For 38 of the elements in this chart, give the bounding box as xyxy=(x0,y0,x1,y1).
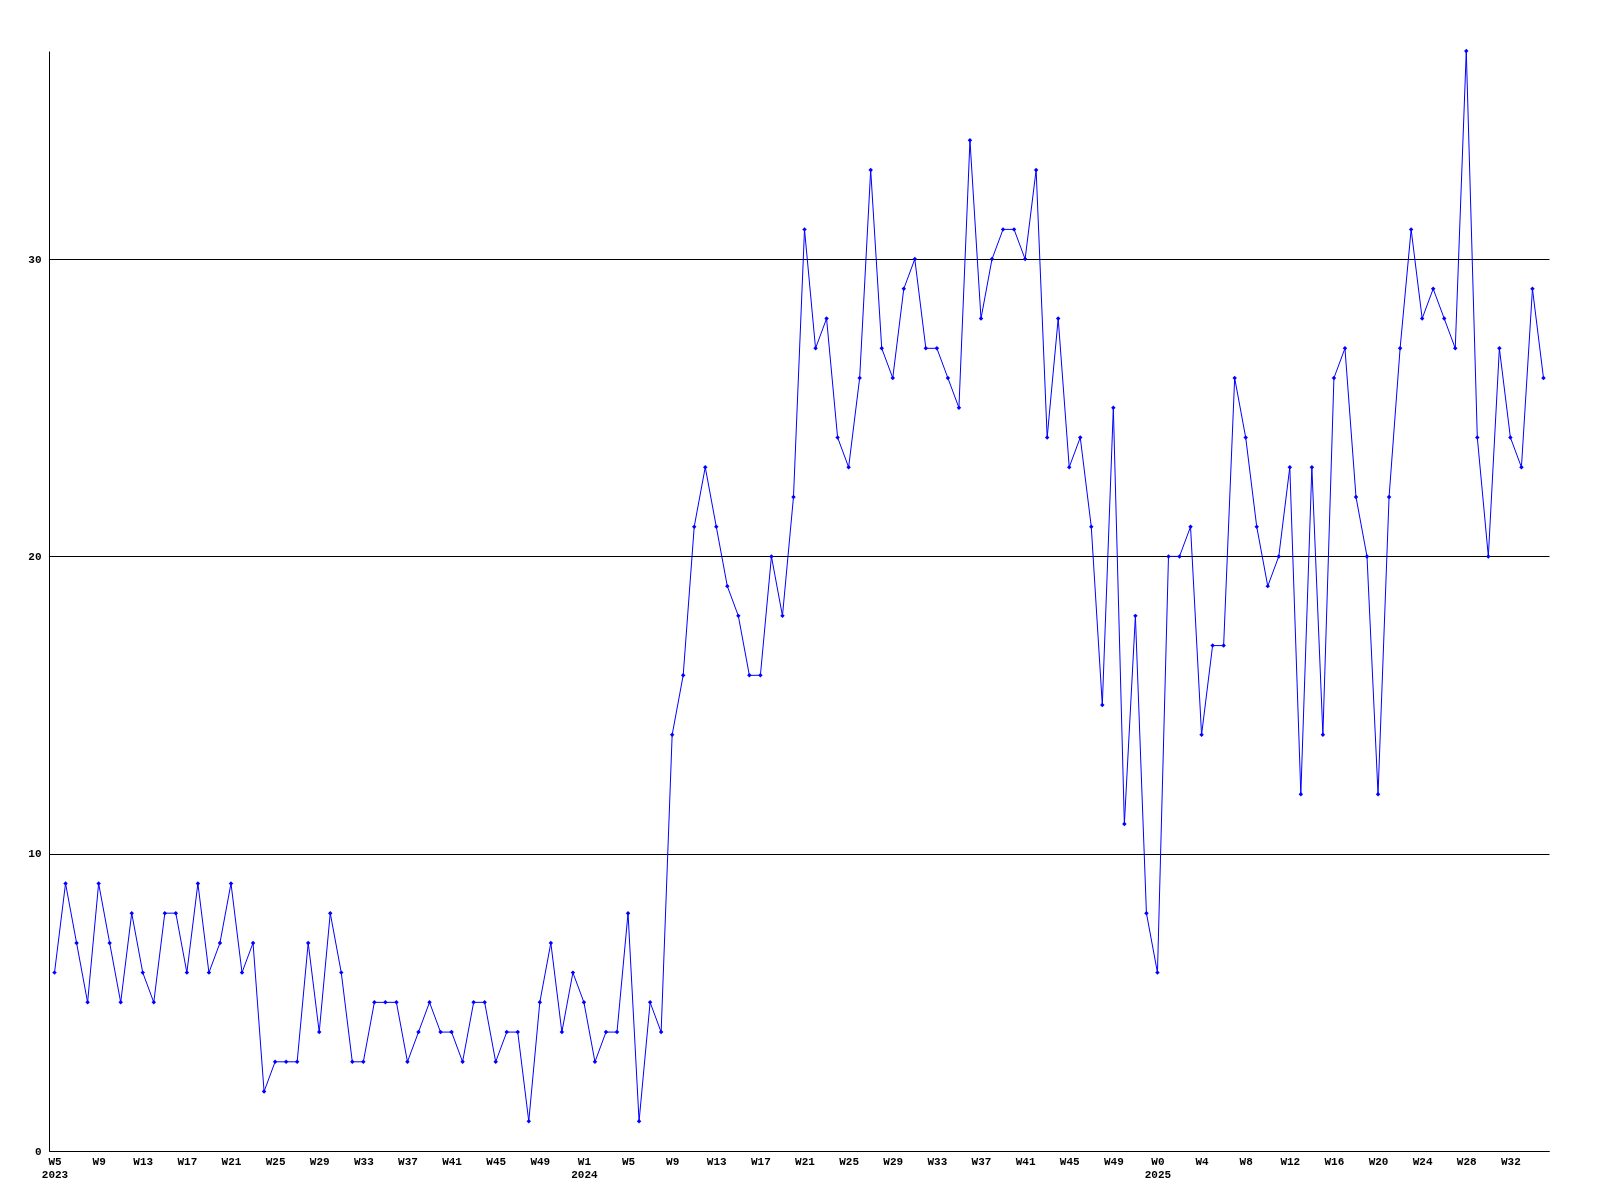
x-tick-label: W13 xyxy=(706,1155,728,1168)
x-tick-label: W33 xyxy=(353,1155,375,1168)
x-tick-label: W21 xyxy=(795,1155,816,1168)
x-tick-label: W33 xyxy=(927,1155,948,1168)
x-tick-label: W29 xyxy=(883,1155,904,1168)
y-tick-label: 30 xyxy=(28,253,42,266)
x-tick-label: W24 xyxy=(1412,1155,1433,1168)
x-tick-label: W13 xyxy=(133,1155,154,1168)
x-tick-label: W16 xyxy=(1324,1155,1345,1168)
x-tick-label: W17 xyxy=(750,1155,771,1168)
x-tick-label: W29 xyxy=(309,1155,330,1168)
x-tick-label: W5 2023 xyxy=(41,1155,69,1181)
x-tick-label: W41 xyxy=(442,1155,463,1168)
y-tick-label: 20 xyxy=(28,550,42,563)
x-tick-label: W21 xyxy=(221,1155,242,1168)
y-tick-label: 0 xyxy=(34,1145,42,1158)
y-tick-label: 10 xyxy=(28,848,42,861)
x-tick-label: W41 xyxy=(1015,1155,1036,1168)
x-tick-label: W37 xyxy=(971,1155,992,1168)
x-tick-label: W17 xyxy=(177,1155,198,1168)
x-tick-label: W49 xyxy=(1103,1155,1124,1168)
x-tick-label: W37 xyxy=(398,1155,418,1168)
x-tick-label: W1 2024 xyxy=(571,1155,599,1181)
x-tick-label: W45 xyxy=(486,1155,507,1168)
x-tick-label: W28 xyxy=(1456,1155,1478,1168)
x-tick-label: W9 xyxy=(666,1155,680,1168)
x-tick-label: W25 xyxy=(839,1155,860,1168)
x-tick-label: W32 xyxy=(1500,1155,1521,1168)
x-tick-label: W0 2025 xyxy=(1144,1155,1172,1181)
x-tick-label: W9 xyxy=(92,1155,106,1168)
x-tick-label: W4 xyxy=(1195,1155,1210,1168)
x-tick-label: W49 xyxy=(530,1155,551,1168)
x-tick-label: W8 xyxy=(1239,1155,1254,1168)
x-tick-label: W45 xyxy=(1059,1155,1081,1168)
x-tick-label: W12 xyxy=(1280,1155,1301,1168)
x-tick-label: W25 xyxy=(265,1155,286,1168)
x-tick-label: W20 xyxy=(1368,1155,1389,1168)
x-tick-label: W5 xyxy=(621,1155,636,1168)
